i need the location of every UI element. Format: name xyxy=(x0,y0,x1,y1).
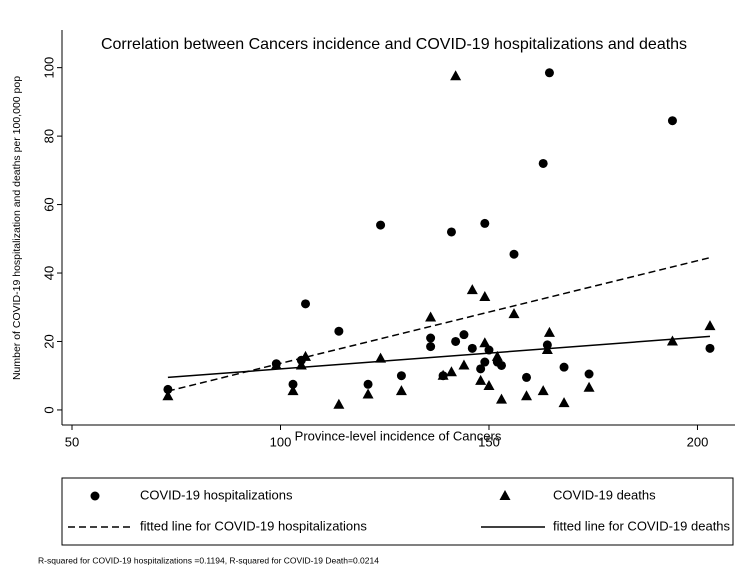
x-tick-label: 150 xyxy=(478,434,500,449)
x-tick-label: 200 xyxy=(687,434,709,449)
y-tick-label: 40 xyxy=(41,266,56,280)
legend-label: fitted line for COVID-19 hospitalization… xyxy=(140,518,367,533)
point xyxy=(362,388,374,399)
point xyxy=(425,311,437,322)
legend-label: COVID-19 deaths xyxy=(553,487,656,502)
point xyxy=(437,369,449,380)
point xyxy=(584,369,594,379)
point xyxy=(537,385,549,396)
point xyxy=(376,220,386,230)
y-tick-label: 0 xyxy=(41,406,56,413)
point xyxy=(491,350,503,361)
point xyxy=(544,68,554,78)
point xyxy=(396,371,406,381)
point xyxy=(475,374,487,385)
point xyxy=(446,227,456,237)
point xyxy=(495,393,507,404)
point xyxy=(667,116,677,126)
x-tick-label: 100 xyxy=(270,434,292,449)
chart-title: Correlation between Cancers incidence an… xyxy=(101,36,687,53)
point xyxy=(445,366,457,377)
legend-box xyxy=(61,477,734,546)
point xyxy=(301,299,311,309)
point xyxy=(704,320,716,331)
point xyxy=(496,360,506,370)
point xyxy=(559,362,569,372)
note: R-squared for COVID-19 hospitalizations … xyxy=(38,555,379,565)
point xyxy=(583,381,595,392)
point xyxy=(450,70,462,81)
y-axis-label: Number of COVID-19 hospitalization and d… xyxy=(11,76,23,380)
point xyxy=(426,342,436,352)
point xyxy=(705,343,715,353)
legend-label: COVID-19 hospitalizations xyxy=(140,487,293,502)
legend-marker xyxy=(499,490,511,500)
point xyxy=(483,379,495,390)
y-tick-label: 80 xyxy=(41,129,56,143)
point xyxy=(334,326,344,336)
y-tick-label: 100 xyxy=(41,57,56,79)
point xyxy=(163,384,173,394)
point xyxy=(666,335,678,346)
x-axis-label: Province-level incidence of Cancers xyxy=(295,428,502,443)
point xyxy=(509,249,519,259)
point xyxy=(451,336,461,346)
point xyxy=(459,330,469,340)
point xyxy=(288,379,298,389)
point xyxy=(480,218,490,228)
point xyxy=(458,359,470,370)
legend-label: fitted line for COVID-19 deaths xyxy=(553,518,731,533)
point xyxy=(522,372,532,382)
point xyxy=(538,158,548,168)
point xyxy=(287,385,299,396)
point xyxy=(558,397,570,408)
point xyxy=(333,398,345,409)
point xyxy=(375,352,387,363)
y-tick-label: 20 xyxy=(41,334,56,348)
legend-marker xyxy=(90,491,100,501)
point xyxy=(426,333,436,343)
point xyxy=(521,390,533,401)
point xyxy=(363,379,373,389)
point xyxy=(508,308,520,319)
fit-line xyxy=(167,335,711,379)
point xyxy=(479,337,491,348)
point xyxy=(162,390,174,401)
point xyxy=(480,357,490,367)
fit-line xyxy=(167,256,711,392)
point xyxy=(466,284,478,295)
y-tick-label: 60 xyxy=(41,197,56,211)
point xyxy=(543,326,555,337)
point xyxy=(467,343,477,353)
point xyxy=(476,364,486,374)
x-tick-label: 50 xyxy=(65,434,79,449)
point xyxy=(479,290,491,301)
point xyxy=(395,385,407,396)
